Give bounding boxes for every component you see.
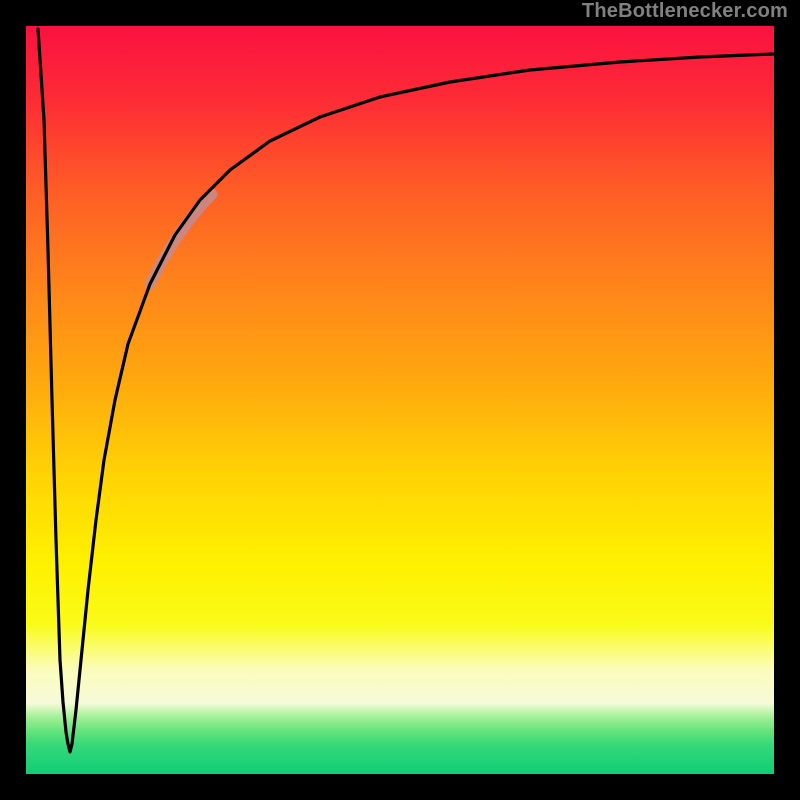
chart-container: TheBottlenecker.com xyxy=(0,0,800,800)
bottleneck-chart xyxy=(0,0,800,800)
plot-area xyxy=(26,26,774,774)
watermark-text: TheBottlenecker.com xyxy=(582,0,788,23)
